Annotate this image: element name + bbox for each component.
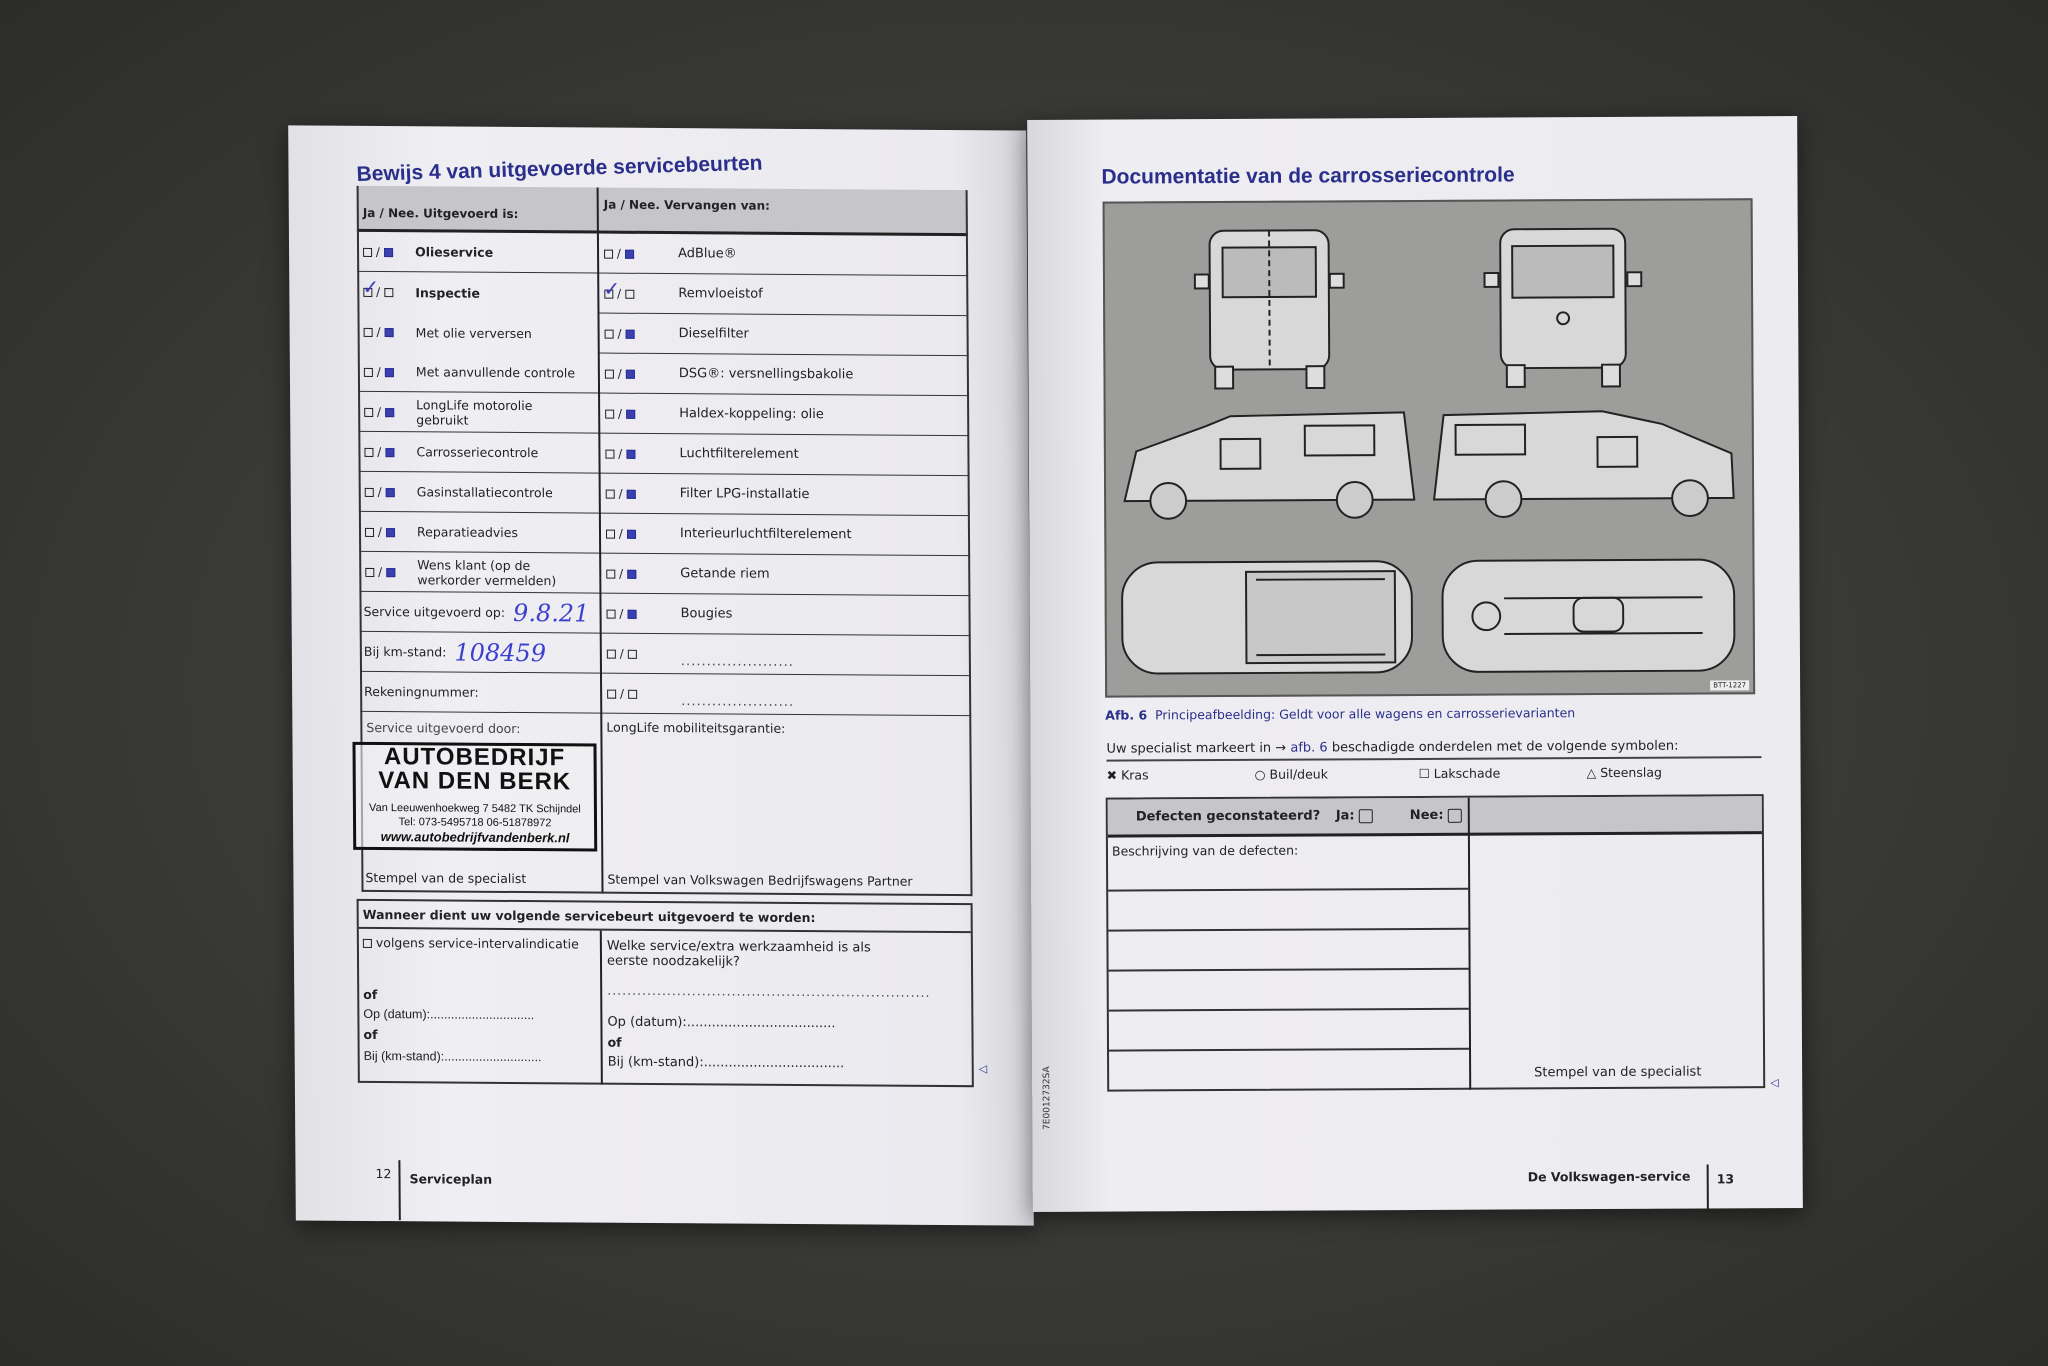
- next-service-header: Wanneer dient uw volgende servicebeurt u…: [358, 900, 971, 934]
- defects-table: Defecten geconstateerd? Ja: Nee: Beschri…: [1105, 794, 1766, 1092]
- description-line[interactable]: [1108, 887, 1469, 892]
- defects-header: Defecten geconstateerd? Ja: Nee:: [1107, 796, 1762, 838]
- stamp-url: www.autobedrijfvandenberk.nl: [380, 829, 570, 846]
- symbol-icon: ○: [1254, 766, 1266, 782]
- next-km-field-right[interactable]: Bij (km-stand):.........................…: [607, 1054, 845, 1072]
- symbol-kras: ✖ Kras: [1107, 767, 1149, 782]
- dealer-stamp: AUTOBEDRIJF VAN DEN BERK Van Leeuwenhoek…: [352, 741, 598, 852]
- stamp-specialist-label: Stempel van de specialist: [1534, 1064, 1702, 1081]
- of-label: of: [363, 986, 378, 1003]
- stamp-specialist-label: Stempel van de specialist: [365, 869, 527, 887]
- defects-question: Defecten geconstateerd?: [1135, 808, 1321, 825]
- symbol-icon: △: [1586, 765, 1597, 781]
- symbol-label: Buil/deuk: [1269, 766, 1328, 782]
- figure-code: BTT-1227: [1710, 680, 1750, 691]
- stamp-address: Van Leeuwenhoekweg 7 5482 TK Schijndel: [368, 801, 581, 816]
- symbol-label: Lakschade: [1433, 765, 1501, 781]
- symbol-icon: ✖: [1106, 767, 1118, 783]
- of-label: of: [607, 1034, 622, 1050]
- of-label: of: [363, 1026, 378, 1043]
- first-service-answer-line[interactable]: ........................................…: [607, 982, 931, 1000]
- page-number: 13: [1716, 1171, 1735, 1187]
- next-date-field-right[interactable]: Op (datum):.............................…: [607, 1014, 836, 1032]
- page-title: Documentatie van de carrosseriecontrole: [1101, 163, 1515, 189]
- page-title: Bewijs 4 van uitgevoerde servicebeurten: [356, 151, 763, 186]
- document-code: 7E0012732SA: [1042, 1066, 1053, 1130]
- symbol-steenslag: △ Steenslag: [1587, 765, 1662, 780]
- stamp-partner-label: Stempel van Volkswagen Bedrijfswagens Pa…: [607, 871, 913, 889]
- van-side-left: [1123, 411, 1416, 520]
- page-number: 12: [375, 1166, 392, 1182]
- next-date-field[interactable]: Op (datum):.............................…: [363, 1006, 535, 1023]
- description-label: Beschrijving van de defecten:: [1111, 842, 1299, 859]
- van-underside-view: [1441, 558, 1736, 673]
- defects-no-checkbox[interactable]: Nee:: [1410, 808, 1463, 823]
- section-name: De Volkswagen-service: [1527, 1168, 1691, 1185]
- symbol-label: Kras: [1121, 767, 1149, 783]
- description-line[interactable]: [1108, 967, 1469, 972]
- service-by-label: Service uitgevoerd door:: [366, 719, 521, 737]
- longlife-label: LongLife mobiliteitsgarantie:: [606, 719, 786, 736]
- left-page: Bewijs 4 van uitgevoerde servicebeurten …: [288, 125, 1034, 1226]
- continue-arrow-icon: ◁: [978, 1062, 988, 1076]
- symbol-buil-deuk: ○ Buil/deuk: [1255, 766, 1328, 781]
- stamp-line2: VAN DEN BERK: [378, 767, 572, 796]
- figure-caption: Afb. 6 Principeafbeelding: Geldt voor al…: [1105, 705, 1576, 723]
- symbol-lakschade: ☐ Lakschade: [1419, 766, 1501, 781]
- symbol-legend: ✖ Kras ○ Buil/deuk ☐ Lakschade △ Steenslag: [1107, 762, 1767, 785]
- next-km-field[interactable]: Bij (km-stand):.........................…: [363, 1048, 542, 1065]
- next-service-box: Wanneer dient uw volgende servicebeurt u…: [356, 898, 974, 1088]
- description-line[interactable]: [1108, 927, 1469, 932]
- van-rear-view: [1193, 229, 1345, 390]
- symbol-label: Steenslag: [1600, 764, 1662, 781]
- van-top-view: [1121, 560, 1413, 675]
- interval-option[interactable]: volgens service-intervalindicatie: [362, 935, 579, 951]
- symbols-instruction: Uw specialist markeert in → afb. 6 besch…: [1106, 738, 1762, 762]
- description-line[interactable]: [1109, 1047, 1470, 1052]
- right-page: Documentatie van de carrosseriecontrole: [1027, 115, 1803, 1213]
- section-name: Serviceplan: [409, 1171, 493, 1187]
- van-side-right: [1432, 410, 1735, 518]
- first-service-question: Welke service/extra werkzaamheid is als …: [606, 938, 871, 970]
- defects-yes-checkbox[interactable]: Ja:: [1336, 808, 1374, 823]
- symbol-icon: ☐: [1418, 765, 1430, 781]
- vehicle-diagram: BTT-1227: [1102, 198, 1756, 698]
- continue-arrow-icon: ◁: [1770, 1076, 1779, 1090]
- description-line[interactable]: [1108, 1007, 1469, 1012]
- figure-link[interactable]: afb. 6: [1290, 740, 1328, 756]
- van-front-view: [1483, 227, 1643, 389]
